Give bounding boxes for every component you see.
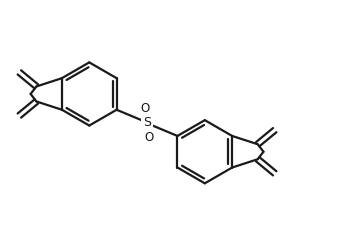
Text: O: O [141,102,150,115]
Text: S: S [143,116,151,129]
Text: O: O [144,131,153,144]
